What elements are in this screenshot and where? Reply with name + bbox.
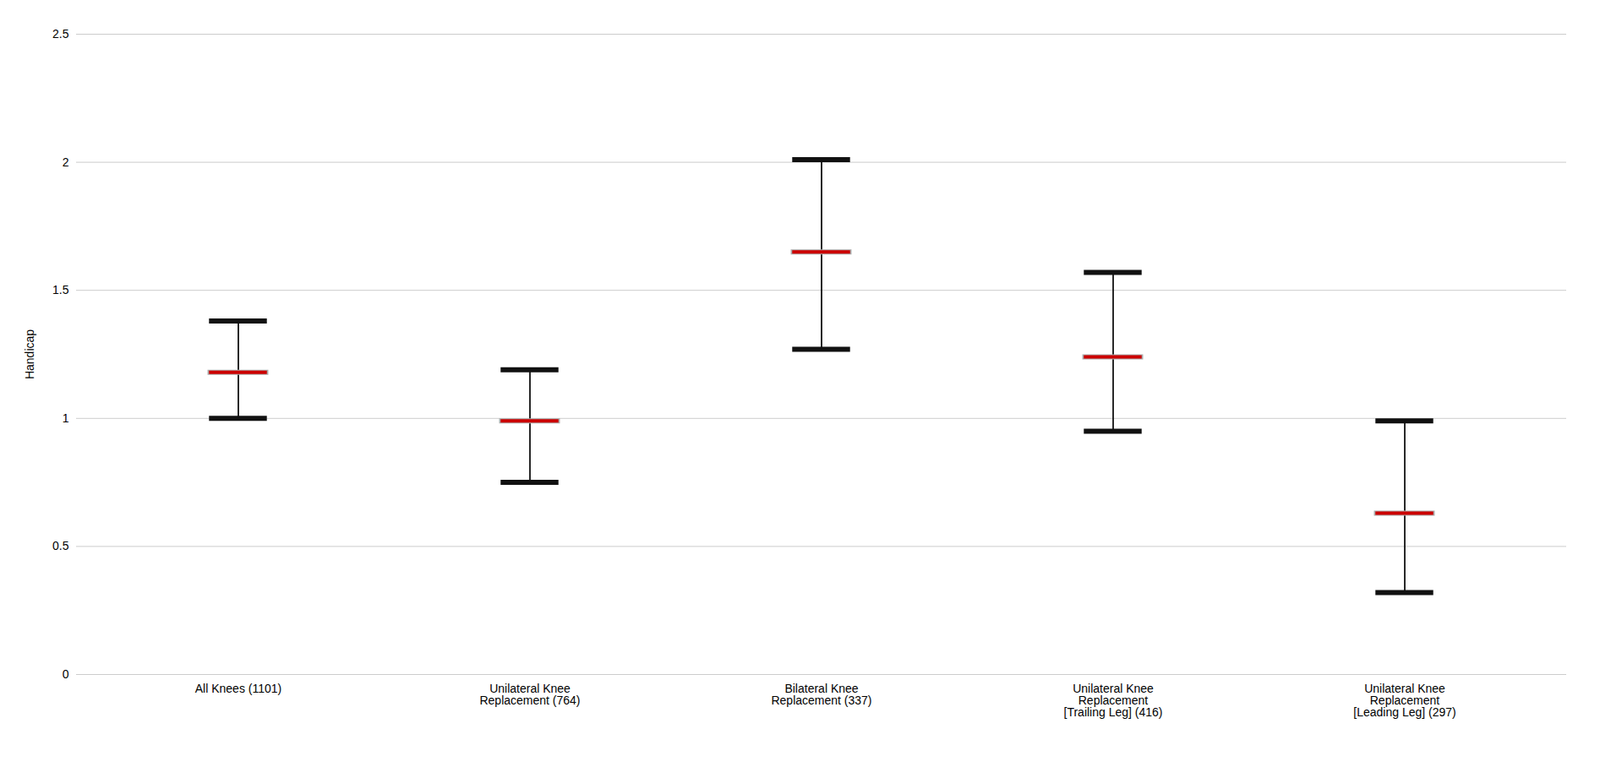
svg-text:0: 0 <box>62 667 70 682</box>
svg-text:Bilateral KneeReplacement (337: Bilateral KneeReplacement (337) <box>770 682 872 708</box>
svg-text:0.5: 0.5 <box>52 539 70 553</box>
svg-text:2.5: 2.5 <box>52 27 70 41</box>
svg-text:1.5: 1.5 <box>52 283 70 297</box>
svg-text:Unilateral KneeReplacement[Lea: Unilateral KneeReplacement[Leading Leg] … <box>1353 682 1456 720</box>
svg-text:Handicap: Handicap <box>22 329 37 380</box>
svg-text:1: 1 <box>62 411 70 426</box>
svg-text:Unilateral KneeReplacement (76: Unilateral KneeReplacement (764) <box>479 682 580 708</box>
svg-text:Unilateral KneeReplacement[Tra: Unilateral KneeReplacement[Trailing Leg]… <box>1064 682 1164 720</box>
svg-text:All Knees (1101): All Knees (1101) <box>195 682 282 696</box>
svg-text:2: 2 <box>62 155 70 170</box>
